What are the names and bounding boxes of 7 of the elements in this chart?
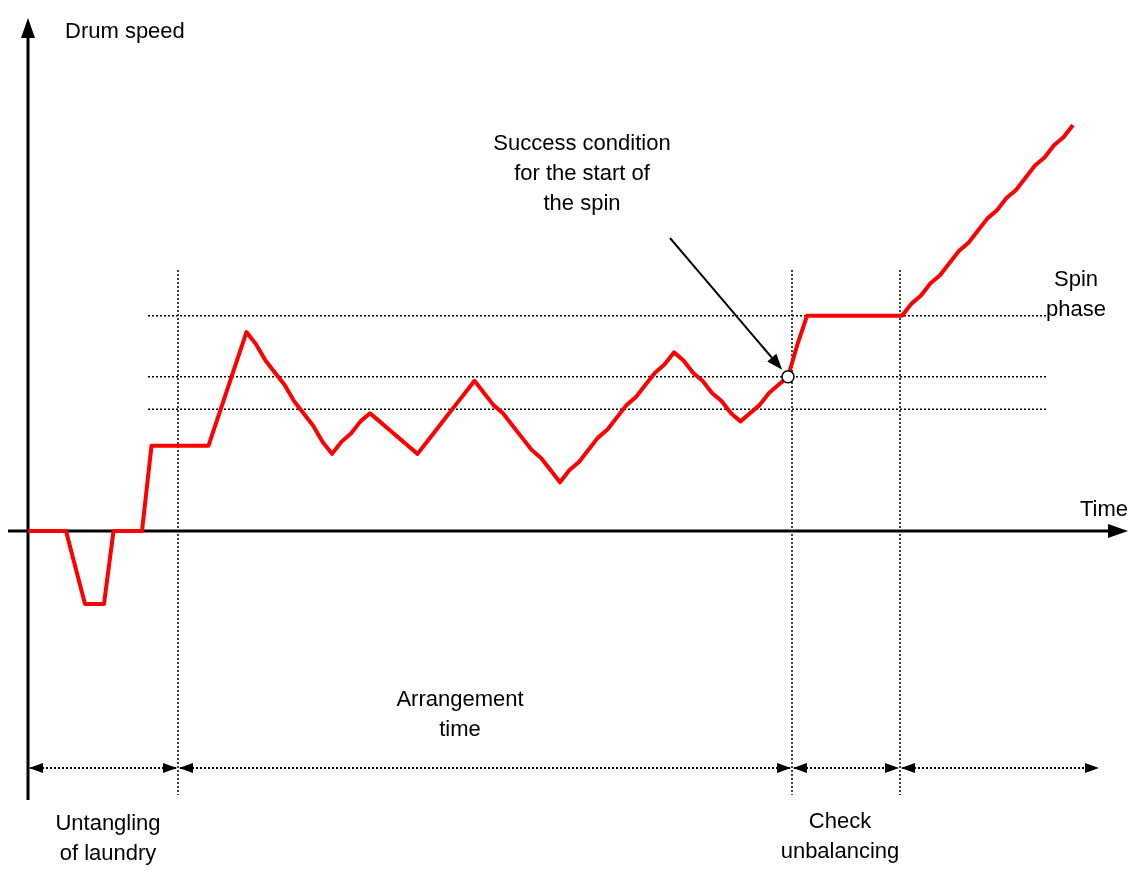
y-axis-title: Drum speed: [65, 18, 185, 43]
annotation: Success condition for the start of the spin: [493, 130, 671, 215]
text: Untangling of laundry: [55, 810, 161, 865]
text: Arrangement time: [396, 686, 524, 741]
annotation: Spin phase: [1046, 266, 1106, 321]
x-axis-title: Time: [1079, 496, 1128, 521]
text: Check unbalancing: [780, 808, 900, 863]
